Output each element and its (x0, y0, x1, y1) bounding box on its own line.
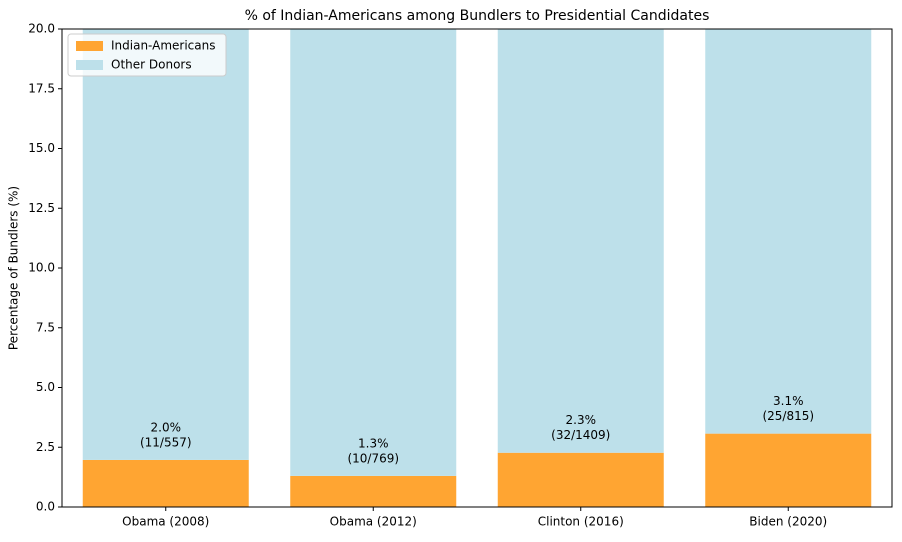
bar-segment (497, 452, 664, 507)
x-tick-label: Obama (2012) (330, 515, 417, 529)
y-tick-label: 7.5 (36, 320, 55, 334)
y-tick-label: 12.5 (28, 201, 55, 215)
y-axis-label: Percentage of Bundlers (%) (7, 186, 21, 350)
x-tick-label: Obama (2008) (122, 515, 209, 529)
count-label: (10/769) (347, 451, 399, 465)
x-tick-label: Biden (2020) (749, 515, 827, 529)
value-label: 1.3% (358, 436, 389, 450)
bar-segment (705, 433, 872, 507)
bar-segment (82, 459, 249, 507)
y-tick-label: 5.0 (36, 380, 55, 394)
y-tick-label: 10.0 (28, 261, 55, 275)
legend-box (67, 33, 227, 77)
bar-segment (705, 29, 872, 434)
count-label: (32/1409) (551, 428, 610, 442)
legend-swatch (76, 60, 103, 70)
y-tick-label: 17.5 (28, 81, 55, 95)
x-tick-label: Clinton (2016) (538, 515, 624, 529)
bar-segment (290, 475, 457, 507)
y-tick-label: 2.5 (36, 440, 55, 454)
value-label: 2.0% (151, 420, 182, 434)
bar-segment (82, 29, 249, 460)
value-label: 3.1% (773, 394, 804, 408)
y-tick-label: 0.0 (36, 500, 55, 514)
bar-segment (290, 29, 457, 476)
y-tick-label: 20.0 (28, 22, 55, 36)
y-tick-label: 15.0 (28, 141, 55, 155)
count-label: (25/815) (762, 409, 814, 423)
value-label: 2.3% (566, 413, 597, 427)
legend-label: Other Donors (111, 58, 192, 72)
legend-swatch (76, 41, 103, 51)
chart-title: % of Indian-Americans among Bundlers to … (245, 8, 710, 24)
legend-label: Indian-Americans (111, 39, 215, 53)
bar-segment (497, 29, 664, 453)
count-label: (11/557) (140, 435, 192, 449)
